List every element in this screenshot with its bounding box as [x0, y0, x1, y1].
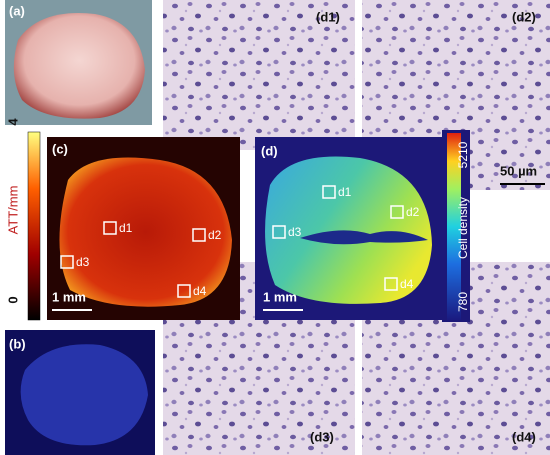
panel-label: (d2)	[512, 9, 536, 24]
roi-label: d1	[119, 221, 133, 235]
panel-label: (d3)	[310, 429, 334, 444]
panel-label: (d1)	[316, 9, 340, 24]
colorbar	[447, 133, 461, 320]
tumor-density	[265, 156, 432, 304]
roi-label: d3	[288, 225, 302, 239]
roi-label: d4	[193, 284, 207, 298]
tumor-att	[59, 157, 232, 307]
roi-box	[177, 284, 191, 298]
colorbar	[27, 131, 41, 321]
colorbar-label: Cell density	[456, 197, 470, 259]
roi-box	[384, 277, 398, 291]
roi-box	[322, 185, 336, 199]
roi-label: d2	[406, 205, 420, 219]
tumor-photo	[20, 344, 148, 446]
roi-box	[272, 225, 286, 239]
panel-label: (b)	[9, 336, 26, 351]
colorbar-tick: 5210	[456, 141, 470, 168]
colorbar-label: ATT/mm	[5, 186, 20, 235]
roi-box	[103, 221, 117, 235]
scale-bar-label: 50 µm	[500, 163, 537, 178]
roi-box	[60, 255, 74, 269]
roi-label: d2	[208, 228, 222, 242]
scale-bar-label: 1 mm	[52, 289, 86, 304]
low-density-band	[300, 230, 428, 245]
roi-box	[390, 205, 404, 219]
panel-label: (a)	[9, 3, 25, 18]
roi-label: d4	[400, 277, 414, 291]
roi-label: d3	[76, 255, 90, 269]
colorbar-tick: 4	[5, 118, 20, 126]
panel-label: (d4)	[512, 429, 536, 444]
tumor-photo	[13, 13, 146, 119]
histology-d1	[163, 0, 355, 150]
panel-label: (c)	[52, 141, 68, 156]
scale-bar-label: 1 mm	[263, 289, 297, 304]
colorbar-tick: 0	[5, 296, 20, 303]
panel-label: (d)	[261, 143, 278, 158]
roi-box	[192, 228, 206, 242]
roi-label: d1	[338, 185, 352, 199]
colorbar-tick: 780	[456, 292, 470, 312]
